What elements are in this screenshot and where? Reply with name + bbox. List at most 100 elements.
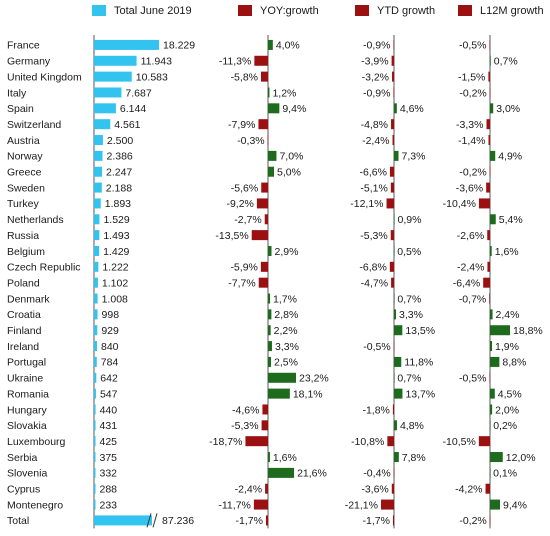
ytd-bar-portugal — [394, 356, 402, 367]
ytd-label-norway: 7,3% — [401, 151, 425, 163]
total-value-sweden: 2.188 — [106, 182, 132, 194]
yoy-label-denmark: 1,7% — [273, 293, 297, 305]
category-label-ireland: Ireland — [7, 341, 39, 353]
ytd-label-hungary: -1,8% — [362, 404, 389, 416]
ytd-label-austria: -2,4% — [362, 135, 389, 147]
total-value-greece: 2.247 — [106, 167, 132, 179]
yoy-label-switzerland: -7,9% — [228, 119, 255, 131]
total-value-germany: 11.943 — [141, 56, 172, 68]
yoy-bar-romania — [268, 388, 290, 399]
ytd-bar-slovenia — [393, 467, 395, 478]
l12m-label-netherlands: 5,4% — [499, 214, 523, 226]
l12m-bar-spain — [490, 103, 494, 114]
axis-break-left — [146, 513, 152, 528]
l12m-bar-france — [489, 39, 491, 50]
total-value-belgium: 1.429 — [103, 246, 129, 258]
ytd-bar-serbia — [394, 452, 399, 463]
ytd-label-spain: 4,6% — [400, 103, 424, 115]
total-bar-sweden — [94, 182, 102, 193]
yoy-bar-spain — [268, 103, 280, 114]
l12m-label-norway: 4,9% — [498, 151, 522, 163]
total-value-romania: 547 — [100, 388, 118, 400]
category-label-germany: Germany — [7, 56, 51, 68]
ytd-label-ukraine: 0,7% — [397, 373, 421, 385]
total-bar-total — [94, 515, 152, 526]
legend-swatch-yoy — [238, 5, 252, 16]
ytd-bar-russia — [390, 230, 394, 241]
yoy-bar-cyprus — [265, 483, 268, 494]
yoy-bar-denmark — [268, 293, 271, 304]
ytd-label-denmark: 0,7% — [397, 293, 421, 305]
ytd-bar-finland — [394, 325, 403, 336]
total-bar-cyprus — [94, 483, 96, 494]
total-bar-montenegro — [94, 499, 96, 510]
category-label-switzerland: Switzerland — [7, 119, 61, 131]
total-value-netherlands: 1.529 — [103, 214, 129, 226]
total-value-switzerland: 4.561 — [114, 119, 140, 131]
total-bar-hungary — [94, 404, 96, 415]
ytd-bar-cyprus — [391, 483, 394, 494]
l12m-label-total: -0,2% — [459, 515, 486, 527]
yoy-bar-netherlands — [264, 214, 268, 225]
ytd-bar-norway — [394, 150, 399, 161]
yoy-label-croatia: 2,8% — [274, 309, 298, 321]
l12m-bar-slovenia — [490, 467, 491, 478]
ytd-label-portugal: 11,8% — [404, 357, 433, 369]
ytd-bar-germany — [391, 55, 394, 66]
legend-label-total: Total June 2019 — [114, 5, 192, 17]
l12m-label-greece: -0,2% — [459, 167, 486, 179]
l12m-bar-united-kingdom — [488, 71, 490, 82]
ytd-bar-switzerland — [391, 119, 394, 130]
total-bar-finland — [94, 325, 98, 336]
legend: Total June 2019 YOY:growth YTD growth L12M … — [92, 5, 544, 17]
row-united-kingdom: United Kingdom 10.583 -5,8% -3,2% -1,5% — [7, 71, 490, 83]
l12m-label-czech-republic: -2,4% — [457, 262, 484, 274]
yoy-label-montenegro: -11,7% — [218, 499, 251, 511]
yoy-bar-portugal — [268, 356, 272, 367]
total-bar-germany — [94, 55, 137, 66]
ytd-label-united-kingdom: -3,2% — [362, 71, 389, 83]
row-france: France 18.229 4,0% -0,9% -0,5% — [7, 39, 491, 52]
yoy-bar-montenegro — [253, 499, 268, 510]
total-bar-czech-republic — [94, 261, 99, 272]
total-bar-luxembourg — [94, 436, 96, 447]
category-label-portugal: Portugal — [7, 357, 46, 369]
ytd-label-turkey: -12,1% — [350, 198, 383, 210]
legend-swatch-total — [92, 5, 106, 16]
ytd-bar-montenegro — [381, 499, 394, 510]
total-bar-turkey — [94, 198, 101, 209]
ytd-label-total: -1,7% — [363, 515, 390, 527]
l12m-label-ireland: 1,9% — [495, 341, 519, 353]
yoy-label-finland: 2,2% — [274, 325, 298, 337]
l12m-bar-ukraine — [489, 372, 491, 383]
yoy-bar-united-kingdom — [261, 71, 268, 82]
yoy-label-spain: 9,4% — [282, 103, 306, 115]
category-label-turkey: Turkey — [7, 198, 39, 210]
yoy-label-poland: -7,7% — [228, 277, 255, 289]
total-value-serbia: 375 — [100, 452, 118, 464]
category-label-slovakia: Slovakia — [7, 420, 47, 432]
yoy-bar-france — [268, 39, 273, 50]
yoy-label-ireland: 3,3% — [275, 341, 299, 353]
total-value-finland: 929 — [101, 325, 119, 337]
total-bar-poland — [94, 277, 98, 288]
l12m-bar-belgium — [490, 245, 492, 256]
ytd-label-slovakia: 4,8% — [400, 420, 424, 432]
ytd-label-france: -0,9% — [363, 40, 390, 52]
ytd-bar-italy — [393, 87, 395, 98]
total-value-italy: 7.687 — [125, 87, 151, 99]
category-label-total: Total — [7, 515, 29, 527]
ytd-label-romania: 13,7% — [405, 388, 435, 400]
row-norway: Norway 2.386 7,0% 7,3% 4,9% — [7, 151, 522, 163]
row-russia: Russia 1.493 -13,5% -5,3% -2,6% — [7, 230, 490, 242]
total-bar-belgium — [94, 245, 100, 256]
ytd-label-greece: -6,6% — [359, 167, 386, 179]
row-cyprus: Cyprus 288 -2,4% -3,6% -4,2% — [7, 484, 490, 496]
l12m-bar-montenegro — [490, 499, 500, 510]
yoy-bar-greece — [268, 166, 275, 177]
category-label-ukraine: Ukraine — [7, 373, 43, 385]
yoy-label-ukraine: 23,2% — [299, 373, 329, 385]
chart-rows: France 18.229 4,0% -0,9% -0,5% Germany 11.943 -… — [7, 35, 543, 529]
l12m-label-denmark: -0,7% — [459, 293, 486, 305]
yoy-bar-italy — [268, 87, 270, 98]
